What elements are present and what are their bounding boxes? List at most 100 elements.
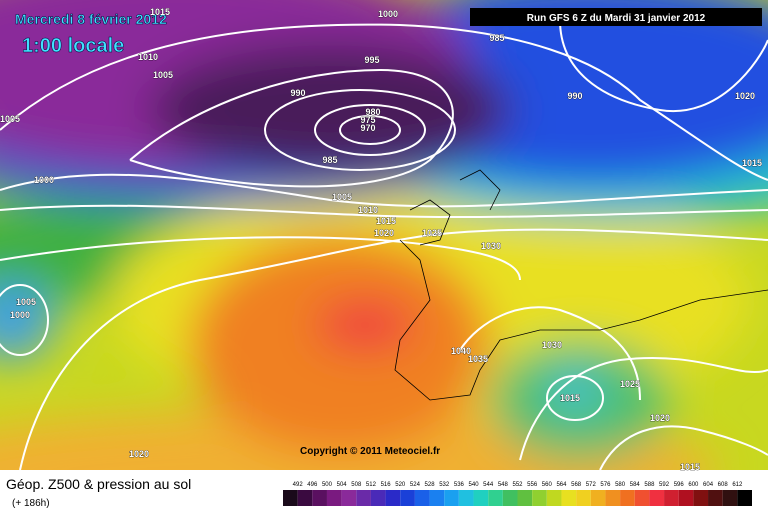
footer-lead: (+ 186h) [12,498,50,509]
isobar-label: 1015 [742,158,762,168]
scale-swatch [532,490,547,506]
scale-label: 540 [469,482,480,488]
scale-swatch [297,490,313,506]
scale-label: 600 [688,482,699,488]
isobar-label: 1025 [422,228,442,238]
scale-swatch [312,490,327,506]
scale-label: 552 [512,482,523,488]
scale-label: 596 [674,482,685,488]
scale-swatch [678,490,694,506]
scale-label: 548 [498,482,509,488]
scale-swatch [737,490,752,506]
scale-label: 492 [293,482,304,488]
scale-swatch [488,490,503,506]
isobar-label: 990 [290,88,305,98]
isobar-label: 1030 [481,241,501,251]
isobar-label: 975 [360,115,375,125]
scale-label: 500 [322,482,333,488]
scale-swatch [708,490,723,506]
isobar-label: 1010 [138,52,158,62]
scale-swatch [473,490,489,506]
isobar-label: 1020 [650,413,670,423]
scale-label: 576 [600,482,611,488]
scale-label: 592 [659,482,670,488]
scale-swatch [444,490,459,506]
scale-label: 564 [556,482,567,488]
scale-swatch [458,490,474,506]
scale-swatch [693,490,709,506]
scale-swatch [517,490,533,506]
isobar-label: 1040 [451,346,471,356]
scale-swatch [620,490,635,506]
scale-swatch [414,490,430,506]
isobar-label: 1030 [542,340,562,350]
isobar-label: 1005 [332,192,352,202]
copyright: Copyright © 2011 Meteociel.fr [300,446,440,457]
scale-swatch [502,490,518,506]
scale-label: 572 [586,482,597,488]
isobar-label: 1020 [129,449,149,459]
scale-label: 524 [410,482,421,488]
scale-label: 496 [307,482,318,488]
isobar-label: 980 [365,107,380,117]
isobar-label: 1005 [153,70,173,80]
scale-swatch [649,490,665,506]
isobar-label: 1025 [620,379,640,389]
scale-swatch [385,490,401,506]
scale-swatch [664,490,679,506]
isobar-label: 1015 [376,216,396,226]
isobar-label: 995 [364,55,379,65]
scale-label: 536 [454,482,465,488]
isobar-label: 1000 [378,9,398,19]
scale-label: 580 [615,482,626,488]
scale-label: 512 [366,482,377,488]
isobar-label: 1035 [468,354,488,364]
scale-label: 556 [527,482,538,488]
scale-label: 532 [439,482,450,488]
date-title: Mercredi 8 février 2012 [15,11,167,27]
scale-label: 584 [630,482,641,488]
color-scale: 492 496 500 504 508 512 516 520 524 528 532 536 540 5… [283,482,752,506]
scale-swatch [326,490,342,506]
isobars [0,19,768,471]
scale-swatch [576,490,591,506]
scale-label: 528 [425,482,436,488]
run-banner [470,8,762,26]
isobar-label: 1005 [16,297,36,307]
footer-title: Géop. Z500 & pression au sol [6,476,191,492]
isobar-label: 1005 [0,114,20,124]
scale-label: 568 [571,482,582,488]
scale-swatch [429,490,445,506]
scale-swatch [605,490,621,506]
isobar-label: 1000 [34,175,54,185]
isobar-label: 1020 [735,91,755,101]
scale-swatch [561,490,577,506]
scale-label: 544 [483,482,494,488]
scale-label: 604 [703,482,714,488]
scale-swatch [590,490,606,506]
scale-label: 612 [732,482,743,488]
isobar-label: 1015 [560,393,580,403]
isobar-label: 1015 [150,7,170,17]
scale-label: 560 [542,482,553,488]
scale-swatch [341,490,357,506]
scale-swatch [356,490,371,506]
scale-label: 516 [381,482,392,488]
scale-label: 608 [718,482,729,488]
scale-label: 508 [351,482,362,488]
scale-label: 588 [644,482,655,488]
scale-swatch [722,490,738,506]
isobar-label: 985 [489,33,504,43]
scale-swatch [283,490,298,506]
scale-swatch [634,490,650,506]
isobar-label: 1015 [680,462,700,472]
scale-label: 520 [395,482,406,488]
isobar-label: 990 [567,91,582,101]
coastlines [394,169,768,401]
isobar-label: 1020 [374,228,394,238]
isobar-label: 985 [322,155,337,165]
scale-swatch [546,490,562,506]
